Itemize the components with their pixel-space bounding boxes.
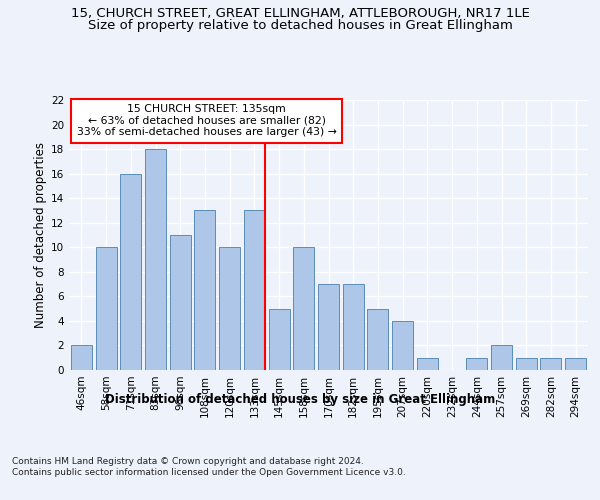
Bar	[318, 284, 339, 370]
Bar	[194, 210, 215, 370]
Text: Distribution of detached houses by size in Great Ellingham: Distribution of detached houses by size …	[105, 392, 495, 406]
Bar	[417, 358, 438, 370]
Bar	[269, 308, 290, 370]
Bar	[516, 358, 537, 370]
Bar	[219, 248, 240, 370]
Bar	[293, 248, 314, 370]
Bar	[343, 284, 364, 370]
Bar	[541, 358, 562, 370]
Text: 15 CHURCH STREET: 135sqm
← 63% of detached houses are smaller (82)
33% of semi-d: 15 CHURCH STREET: 135sqm ← 63% of detach…	[77, 104, 337, 137]
Bar	[120, 174, 141, 370]
Bar	[244, 210, 265, 370]
Text: Size of property relative to detached houses in Great Ellingham: Size of property relative to detached ho…	[88, 18, 512, 32]
Bar	[71, 346, 92, 370]
Bar	[466, 358, 487, 370]
Bar	[170, 235, 191, 370]
Bar	[367, 308, 388, 370]
Bar	[145, 149, 166, 370]
Text: 15, CHURCH STREET, GREAT ELLINGHAM, ATTLEBOROUGH, NR17 1LE: 15, CHURCH STREET, GREAT ELLINGHAM, ATTL…	[71, 8, 529, 20]
Text: Contains HM Land Registry data © Crown copyright and database right 2024.
Contai: Contains HM Land Registry data © Crown c…	[12, 458, 406, 477]
Y-axis label: Number of detached properties: Number of detached properties	[34, 142, 47, 328]
Bar	[491, 346, 512, 370]
Bar	[95, 248, 116, 370]
Bar	[565, 358, 586, 370]
Bar	[392, 321, 413, 370]
